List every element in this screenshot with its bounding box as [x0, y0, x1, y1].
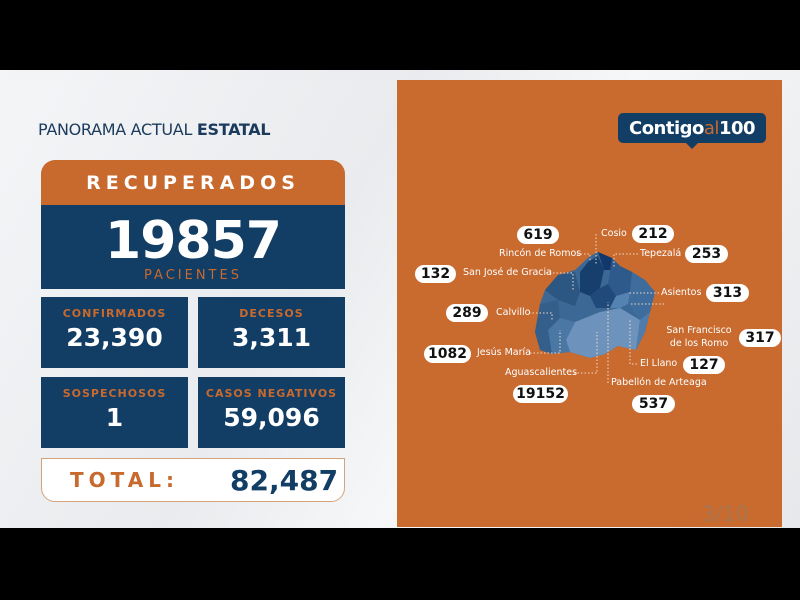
title-normal: PANORAMA ACTUAL	[38, 120, 197, 139]
label-san-francisco-de-los-romo: San Francisco de los Romo	[666, 325, 732, 349]
stat-sospechosos: SOSPECHOSOS 1	[41, 377, 188, 448]
badge-jesus-maria: 1082	[424, 345, 471, 363]
recuperados-header: RECUPERADOS	[41, 160, 345, 206]
map-jesus-maria	[548, 318, 575, 354]
map-rincon-de-romos	[580, 256, 604, 296]
map-aguascalientes	[566, 308, 640, 358]
map-el-llano	[636, 312, 650, 350]
stat-value: 23,390	[66, 323, 163, 352]
stat-value: 59,096	[223, 403, 320, 432]
total-value: 82,487	[230, 463, 339, 497]
badge-calvillo: 289	[446, 304, 488, 322]
badge-tepezala: 253	[685, 245, 728, 263]
recuperados-value: 19857	[105, 211, 282, 271]
label-calvillo: Calvillo	[496, 307, 531, 318]
stat-label: CONFIRMADOS	[62, 307, 167, 320]
leader-lines	[529, 234, 664, 383]
stat-label: DECESOS	[239, 307, 304, 320]
badge-rincon-de-romos: 619	[517, 226, 559, 244]
recuperados-card: 19857 PACIENTES	[41, 205, 345, 289]
map-cosio	[598, 252, 614, 270]
label-jesus-maria: Jesús María	[477, 347, 531, 358]
badge-cosio: 212	[632, 225, 674, 243]
contigo-al-100-logo: Contigo al 100	[618, 113, 766, 149]
stat-decesos: DECESOS 3,311	[198, 297, 345, 368]
stat-value: 1	[105, 403, 124, 432]
label-el-llano: El Llano	[640, 358, 678, 369]
label-aguascalientes: Aguascalientes	[505, 367, 578, 378]
logo-text: Contigo	[628, 117, 704, 139]
map-sfr	[610, 292, 630, 308]
label-asientos: Asientos	[661, 287, 702, 298]
stat-casos-negativos: CASOS NEGATIVOS 59,096	[198, 377, 345, 448]
badge-san-francisco-de-los-romo: 317	[739, 329, 781, 347]
map-calvillo	[535, 300, 560, 354]
label-cosio: Cosio	[601, 228, 627, 239]
badge-san-jose-de-gracia: 132	[415, 265, 456, 283]
stat-label: SOSPECHOSOS	[62, 387, 167, 400]
stat-value: 3,311	[231, 323, 312, 352]
map-asientos	[628, 272, 655, 320]
badge-pabellon-de-arteaga: 537	[632, 395, 675, 413]
badge-asientos: 313	[706, 284, 749, 302]
label-pabellon-de-arteaga: Pabellón de Arteaga	[611, 377, 707, 388]
stat-label: CASOS NEGATIVOS	[205, 387, 338, 400]
label-tepezala: Tepezalá	[640, 248, 682, 259]
logo-text: al	[703, 117, 720, 139]
recuperados-unit: PACIENTES	[144, 268, 242, 283]
badge-aguascalientes: 19152	[513, 385, 568, 403]
label-rincon-de-romos: Rincón de Romos	[499, 248, 582, 259]
stat-confirmados: CONFIRMADOS 23,390	[41, 297, 188, 368]
page-title: PANORAMA ACTUAL ESTATAL	[38, 120, 271, 139]
total-label: TOTAL:	[70, 468, 179, 492]
badge-el-llano: 127	[683, 356, 725, 374]
page-indicator: 3/10	[702, 502, 750, 526]
total-box: TOTAL: 82,487	[41, 458, 345, 502]
logo-text: 100	[718, 117, 756, 139]
title-bold: ESTATAL	[196, 120, 271, 139]
map-pabellon	[590, 284, 616, 308]
map-san-jose-de-gracia	[545, 272, 580, 306]
label-san-jose-de-gracia: San José de Gracia	[463, 267, 552, 278]
map-tepezala	[608, 258, 632, 296]
